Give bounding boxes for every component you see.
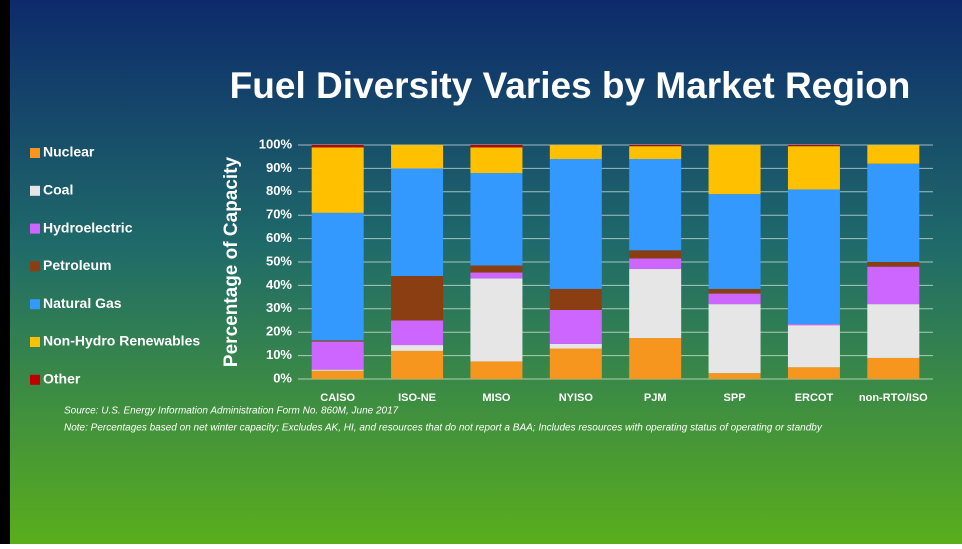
bar-segment <box>787 325 840 368</box>
bar-segment <box>787 146 840 190</box>
y-tick-label: 0% <box>273 370 292 385</box>
bar-segment <box>549 348 602 379</box>
bar-segment <box>708 288 761 294</box>
y-tick-label: 100% <box>259 136 293 151</box>
legend-swatch <box>30 185 40 196</box>
y-tick-label: 20% <box>266 324 292 339</box>
x-tick-label: NYISO <box>559 392 594 404</box>
legend-label: Other <box>43 371 81 387</box>
bar-segment <box>708 145 761 195</box>
bar-segment <box>708 293 761 305</box>
x-tick-label: ERCOT <box>795 392 834 404</box>
bar-segment <box>787 189 840 325</box>
legend-swatch <box>30 299 40 310</box>
x-tick-label: PJM <box>644 392 667 404</box>
bar-segment <box>391 345 444 351</box>
bar-segment <box>787 324 840 326</box>
bar-segment <box>391 145 444 169</box>
y-tick-label: 70% <box>266 207 292 222</box>
chart-title: Fuel Diversity Varies by Market Region <box>230 65 911 106</box>
x-tick-label: SPP <box>724 392 746 404</box>
bar-segment <box>311 369 364 371</box>
y-tick-label: 80% <box>266 183 292 198</box>
bar-segment <box>708 373 761 379</box>
y-tick-label: 50% <box>266 253 292 268</box>
y-tick-label: 30% <box>266 300 292 315</box>
bar-segment <box>311 341 364 370</box>
bar-segment <box>629 338 682 379</box>
note: Note: Percentages based on net winter ca… <box>64 423 823 434</box>
legend-swatch <box>30 148 40 158</box>
bar-segment <box>629 145 682 147</box>
bar-segment <box>867 266 920 305</box>
legend-label: Hydroelectric <box>43 219 133 235</box>
legend-swatch <box>30 337 40 347</box>
x-tick-label: CAISO <box>320 392 355 404</box>
y-tick-label: 90% <box>266 160 292 175</box>
y-tick-label: 60% <box>266 230 292 245</box>
bar-segment <box>311 145 364 148</box>
bar-segment <box>549 309 602 344</box>
x-tick-label: non-RTO/ISO <box>859 392 928 404</box>
bar-segment <box>470 145 523 148</box>
legend-swatch <box>30 261 40 272</box>
legend-swatch <box>30 374 40 385</box>
bar-segment <box>549 159 602 289</box>
y-tick-label: 40% <box>266 277 292 292</box>
legend-label: Natural Gas <box>43 295 122 311</box>
bar-segment <box>311 340 364 342</box>
bar-segment <box>470 265 523 273</box>
bar-segment <box>391 276 444 321</box>
bar-segment <box>867 163 920 262</box>
bar-segment <box>311 370 364 379</box>
y-axis-label: Percentage of Capacity <box>221 157 242 368</box>
y-tick-label: 10% <box>266 347 292 362</box>
source: Source: U.S. Energy Information Administ… <box>64 406 399 417</box>
bar-segment <box>391 320 444 346</box>
legend-label: Non-Hydro Renewables <box>43 333 200 349</box>
bar-segment <box>629 250 682 259</box>
frame-edge <box>0 0 10 544</box>
legend-label: Petroleum <box>43 257 111 273</box>
bar-segment <box>549 343 602 349</box>
legend-label: Coal <box>43 182 73 198</box>
bar-segment <box>470 278 523 362</box>
bar-segment <box>867 262 920 267</box>
bar-segment <box>549 288 602 310</box>
bar-segment <box>391 350 444 379</box>
legend-swatch <box>30 223 40 234</box>
bar-segment <box>867 357 920 379</box>
bar-segment <box>629 258 682 270</box>
bar-segment <box>708 304 761 374</box>
bar-segment <box>391 168 444 277</box>
bar-segment <box>470 147 523 174</box>
x-tick-label: ISO-NE <box>398 392 436 404</box>
bar-segment <box>629 159 682 251</box>
bar-segment <box>549 145 602 160</box>
bar-segment <box>311 212 364 341</box>
legend-label: Nuclear <box>43 144 95 160</box>
bar-segment <box>629 269 682 339</box>
bar-segment <box>867 304 920 358</box>
bar-segment <box>470 272 523 279</box>
bar-segment <box>311 147 364 213</box>
bar-segment <box>787 145 840 147</box>
bar-segment <box>787 367 840 379</box>
bar-segment <box>629 146 682 160</box>
bar-segment <box>470 361 523 379</box>
bar-segment <box>470 173 523 266</box>
x-tick-label: MISO <box>482 392 511 404</box>
bar-segment <box>708 194 761 289</box>
bar-segment <box>867 145 920 164</box>
